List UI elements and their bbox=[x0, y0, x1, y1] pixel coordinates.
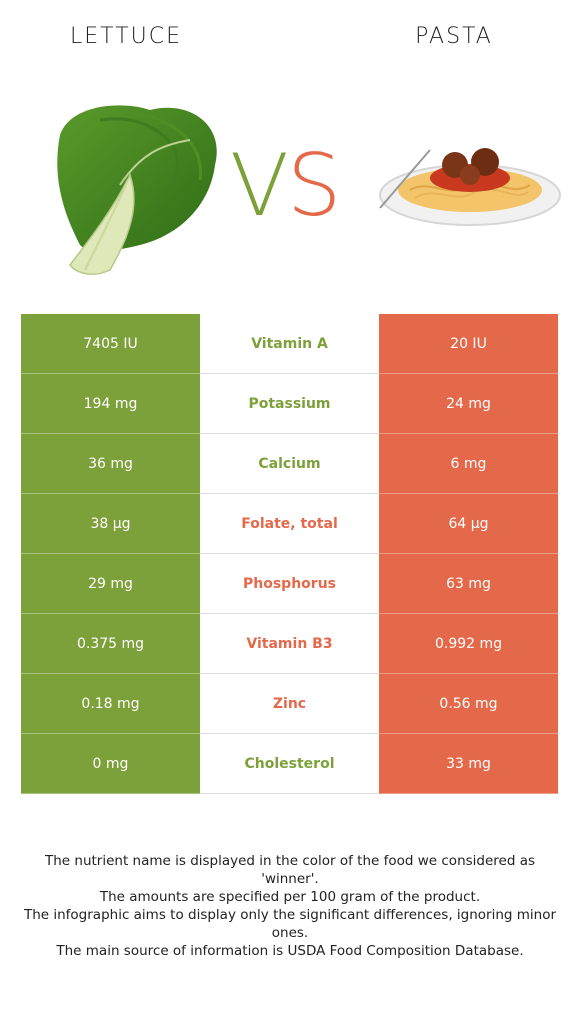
vs-v-letter: V bbox=[230, 136, 289, 236]
lettuce-image bbox=[57, 105, 217, 275]
nutrient-name: Phosphorus bbox=[200, 554, 379, 613]
table-row: 36 mg Calcium 6 mg bbox=[21, 434, 558, 494]
table-row: 0.18 mg Zinc 0.56 mg bbox=[21, 674, 558, 734]
left-value: 194 mg bbox=[21, 374, 200, 434]
nutrient-comparison-table: 7405 IU Vitamin A 20 IU 194 mg Potassium 24 m… bbox=[21, 314, 558, 794]
left-value: 36 mg bbox=[21, 434, 200, 494]
left-value: 0.375 mg bbox=[21, 614, 200, 674]
footnotes: The nutrient name is displayed in the co… bbox=[20, 852, 560, 960]
table-row: 7405 IU Vitamin A 20 IU bbox=[21, 314, 558, 374]
vs-s-letter: S bbox=[286, 136, 342, 236]
left-food-title: LETTUCE bbox=[69, 24, 182, 49]
nutrient-name: Vitamin A bbox=[200, 314, 379, 373]
nutrient-name: Cholesterol bbox=[200, 734, 379, 793]
nutrient-name: Potassium bbox=[200, 374, 379, 433]
right-value: 64 µg bbox=[379, 494, 558, 554]
nutrient-name: Zinc bbox=[200, 674, 379, 733]
right-value: 0.992 mg bbox=[379, 614, 558, 674]
right-food-title: PASTA bbox=[415, 24, 493, 49]
left-value: 38 µg bbox=[21, 494, 200, 554]
nutrient-name: Folate, total bbox=[200, 494, 379, 553]
table-row: 0.375 mg Vitamin B3 0.992 mg bbox=[21, 614, 558, 674]
nutrient-name: Calcium bbox=[200, 434, 379, 493]
right-value: 63 mg bbox=[379, 554, 558, 614]
right-value: 24 mg bbox=[379, 374, 558, 434]
table-row: 29 mg Phosphorus 63 mg bbox=[21, 554, 558, 614]
footnote-4: The main source of information is USDA F… bbox=[56, 943, 524, 959]
right-value: 20 IU bbox=[379, 314, 558, 374]
left-value: 0 mg bbox=[21, 734, 200, 794]
left-value: 7405 IU bbox=[21, 314, 200, 374]
nutrient-name: Vitamin B3 bbox=[200, 614, 379, 673]
table-row: 38 µg Folate, total 64 µg bbox=[21, 494, 558, 554]
right-value: 33 mg bbox=[379, 734, 558, 794]
right-value: 6 mg bbox=[379, 434, 558, 494]
left-value: 0.18 mg bbox=[21, 674, 200, 734]
table-row: 0 mg Cholesterol 33 mg bbox=[21, 734, 558, 794]
vs-label: VS bbox=[230, 136, 342, 236]
right-value: 0.56 mg bbox=[379, 674, 558, 734]
footnote-2: The amounts are specified per 100 gram o… bbox=[99, 889, 481, 905]
footnote-1: The nutrient name is displayed in the co… bbox=[44, 853, 536, 887]
table-row: 194 mg Potassium 24 mg bbox=[21, 374, 558, 434]
pasta-image bbox=[379, 148, 561, 226]
left-value: 29 mg bbox=[21, 554, 200, 614]
footnote-3: The infographic aims to display only the… bbox=[23, 907, 557, 941]
